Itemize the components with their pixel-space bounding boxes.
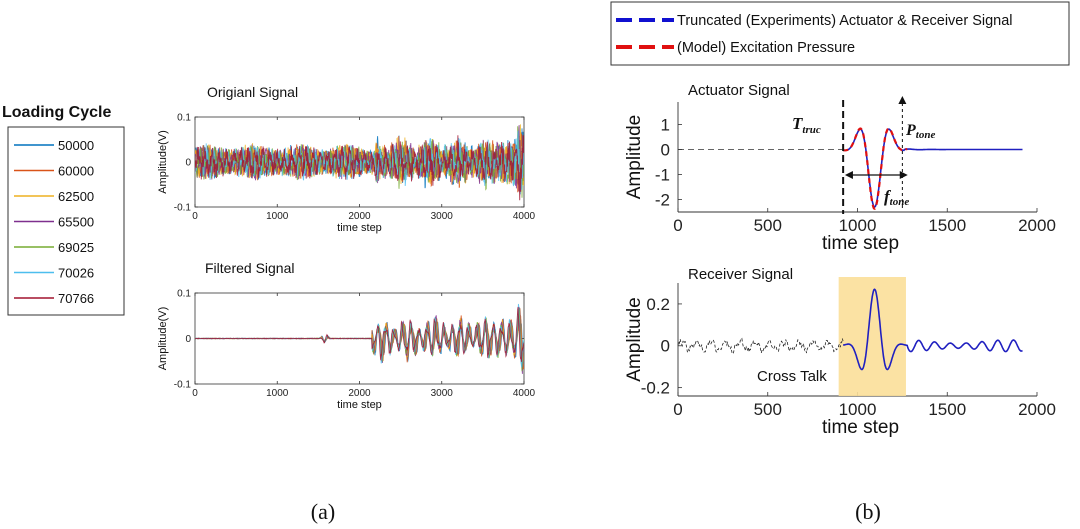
x-tick-label: 2000 [1018,400,1056,419]
legend-label: 50000 [58,138,94,153]
legend-label: 60000 [58,164,94,179]
x-tick-label: 500 [754,400,782,419]
annotation-cross-talk: Cross Talk [757,368,827,385]
x-tick-label: 1000 [266,388,289,399]
x-tick-label: 4000 [513,388,536,399]
x-tick-label: 1500 [928,216,966,235]
chart-title: Origianl Signal [207,84,298,100]
x-tick-label: 1000 [839,400,877,419]
x-tick-label: 3000 [431,211,454,222]
x-axis-label: time step [337,399,382,411]
x-tick-label: 3000 [431,388,454,399]
legend-loading-cycle: Loading Cycle 50000 60000 62500 65500 69025 70… [2,104,125,316]
y-axis-label: Amplitude(V) [157,307,169,371]
x-tick-label: 2000 [1018,216,1056,235]
legend-title: Loading Cycle [2,104,111,121]
y-tick-label: 0 [185,334,191,345]
annotation-f-tone-sub: tone [890,196,910,208]
plot-area [678,102,1037,212]
chart-title: Receiver Signal [688,266,793,283]
p-tone-arrowhead [898,96,907,104]
legend-label: 65500 [58,215,94,230]
legend-label: Truncated (Experiments) Actuator & Recei… [677,13,1013,29]
x-tick-label: 0 [673,400,682,419]
chart-title: Actuator Signal [688,82,790,99]
x-axis-label: time step [822,233,899,254]
x-tick-label: 500 [754,216,782,235]
y-tick-label: -1 [655,165,670,184]
legend-box [610,1,1070,66]
chart-actuator: 0 500 1000 1500 2000 -2 -1 0 1 Actuator Signal tim… [624,82,1056,254]
x-tick-label: 4000 [513,211,536,222]
panel-label-b: (b) [855,499,881,524]
chart-title: Filtered Signal [205,260,295,276]
x-tick-label: 1500 [928,400,966,419]
f-tone-arrowhead-right [899,171,908,179]
x-axis-label: time step [337,222,382,234]
y-tick-label: -0.1 [174,203,192,214]
annotation-p-tone-sub: tone [916,129,936,141]
x-tick-label: 2000 [348,388,371,399]
x-tick-label: 0 [192,211,198,222]
x-tick-label: 1000 [266,211,289,222]
y-tick-label: 0 [661,140,670,159]
legend-label: 70026 [58,266,94,281]
series-group [195,124,524,201]
actuator-signal-line [842,128,1023,208]
y-tick-label: 1 [661,115,670,134]
legend-model: Truncated (Experiments) Actuator & Recei… [610,1,1070,66]
pre-truncation-noise [677,337,844,355]
series-line-70766 [195,306,524,362]
y-tick-label: 0.1 [177,289,191,300]
legend-label: 62500 [58,189,94,204]
f-tone-arrowhead-left [844,171,853,179]
x-tick-label: 0 [673,216,682,235]
x-axis-label: time step [822,417,899,438]
y-tick-label: 0.1 [177,113,191,124]
y-tick-label: -0.2 [641,379,670,398]
series-line-70766 [195,135,524,201]
receiver-signal-line [842,288,1023,371]
panel-label-a: (a) [311,499,335,524]
x-tick-label: 2000 [348,211,371,222]
x-tick-label: 1000 [839,216,877,235]
y-tick-label: 0 [185,158,191,169]
x-tick-label: 0 [192,388,198,399]
legend-label: (Model) Excitation Pressure [677,40,855,56]
y-axis-label: Amplitude [624,297,645,382]
legend-label: 70766 [58,291,94,306]
y-tick-label: -2 [655,190,670,209]
legend-label: 69025 [58,240,94,255]
annotation-t-truc-sub: truc [802,124,820,136]
series-group [195,303,524,374]
y-tick-label: -0.1 [174,380,192,391]
y-tick-label: 0 [661,337,670,356]
y-axis-label: Amplitude(V) [157,130,169,194]
y-axis-label: Amplitude [624,115,645,200]
y-tick-label: 0.2 [646,295,670,314]
